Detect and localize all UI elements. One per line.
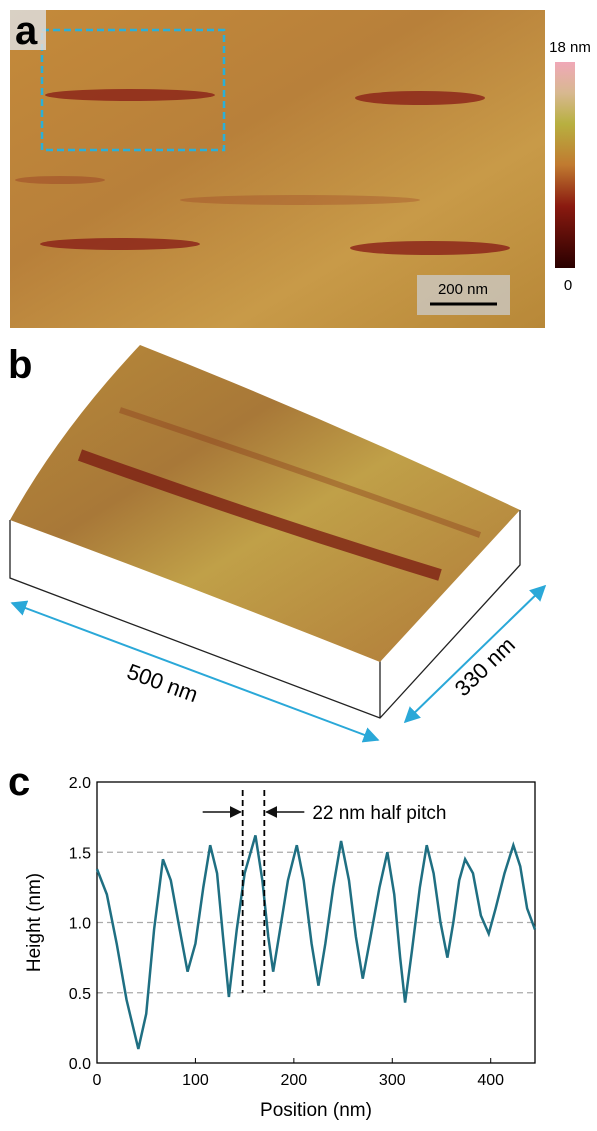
figure: a 200 nm 18 nm 0 b 500 nm 330 nm c 0.00.… [0, 0, 597, 1126]
colorbar-min: 0 [564, 277, 572, 294]
x-tick-label: 100 [182, 1072, 209, 1089]
width-label: 330 nm [450, 632, 520, 701]
y-tick-label: 0.0 [69, 1056, 91, 1073]
x-tick-label: 200 [281, 1072, 308, 1089]
x-axis-label: Position (nm) [260, 1100, 372, 1121]
chart: 0.0 0.5 1.0 1.5 2.0 0 100 200 300 400 Position (nm… [24, 775, 535, 1121]
data-line [97, 835, 535, 1049]
annotation: 22 nm half pitch [312, 803, 446, 824]
y-tick-label: 1.0 [69, 916, 91, 933]
y-tick-label: 0.5 [69, 986, 91, 1003]
length-label: 500 nm [124, 659, 202, 708]
y-axis-label: Height (nm) [24, 873, 45, 972]
colorbar-max: 18 nm [549, 39, 591, 56]
x-tick-label: 400 [477, 1072, 504, 1089]
y-tick-label: 2.0 [69, 775, 91, 792]
panel-label: b [8, 343, 32, 387]
colorbar [555, 62, 575, 268]
x-tick-label: 300 [379, 1072, 406, 1089]
scale-bar-label: 200 nm [438, 281, 488, 298]
x-tick-label: 0 [93, 1072, 102, 1089]
surface [10, 345, 520, 662]
panel-label: c [8, 760, 30, 804]
y-tick-label: 1.5 [69, 845, 91, 862]
panel-label: a [15, 9, 38, 53]
